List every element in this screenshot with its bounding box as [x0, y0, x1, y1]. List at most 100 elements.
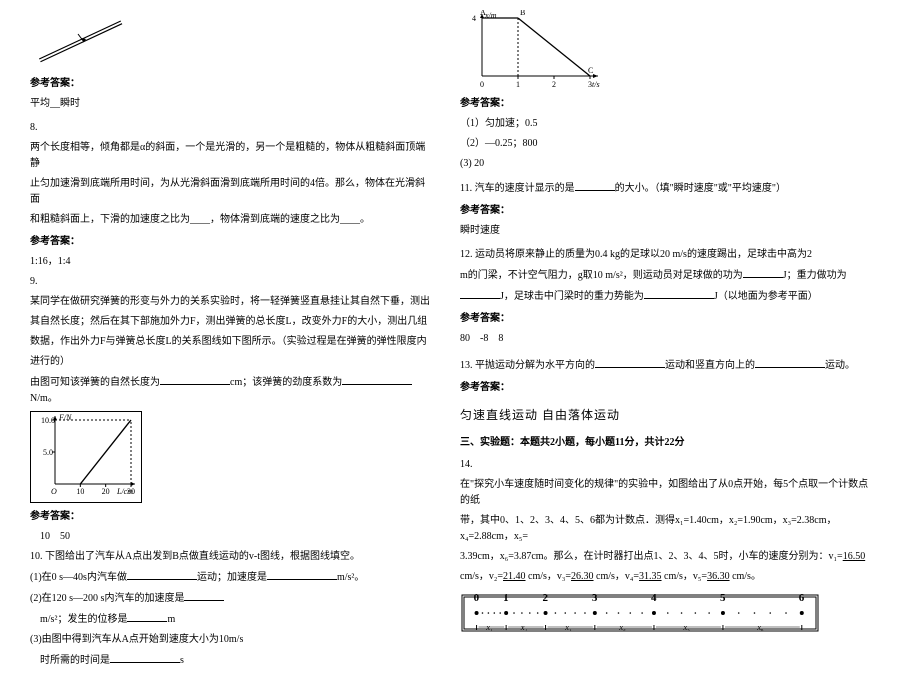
- text: cm/s。: [730, 571, 761, 582]
- q8-answer: 1:16，1:4: [30, 254, 430, 270]
- q10-line: m/s²；发生的位移是 m: [30, 611, 430, 628]
- svg-text:1: 1: [503, 593, 509, 604]
- svg-text:x₅: x₅: [682, 623, 690, 632]
- text: 的大小。（填"瞬时速度"或"平均速度"）: [615, 183, 786, 194]
- text: 时所需的时间是: [40, 655, 110, 666]
- svg-text:L/cm: L/cm: [116, 487, 133, 496]
- blank: [743, 267, 783, 278]
- text: 13. 平抛运动分解为水平方向的: [460, 360, 595, 371]
- svg-text:20: 20: [102, 487, 110, 496]
- svg-text:F/N: F/N: [58, 413, 72, 422]
- q10-answer: (3) 20: [460, 156, 870, 172]
- svg-text:0: 0: [474, 593, 480, 604]
- q12-body: J，足球击中门梁时的重力势能为J（以地面为参考平面）: [460, 288, 870, 305]
- text: m: [167, 614, 175, 625]
- svg-text:4: 4: [472, 14, 476, 23]
- text: cm/s，v₃=: [526, 571, 572, 582]
- text: m/s²。: [337, 572, 364, 583]
- svg-text:O: O: [51, 487, 57, 496]
- underlined-value: 21.40: [503, 571, 526, 582]
- blank: [460, 288, 500, 299]
- answer-label: 参考答案：: [460, 96, 870, 112]
- svg-text:x/m: x/m: [484, 11, 497, 20]
- blank: [595, 357, 665, 368]
- q8-body-line: 两个长度相等，倾角都是α的斜面，一个是光滑的，另一个是粗糙的，物体从粗糙斜面顶端…: [30, 140, 430, 172]
- blank: [127, 569, 197, 580]
- q11-answer: 瞬时速度: [460, 223, 870, 239]
- answer-label: 参考答案：: [30, 234, 430, 250]
- text: cm/s，v₂=: [460, 571, 503, 582]
- answer-label: 参考答案：: [460, 203, 870, 219]
- q10-line: (1)在0 s—40s内汽车做 运动；加速度是 m/s²。: [30, 569, 430, 586]
- text: 运动；加速度是: [197, 572, 267, 583]
- inclined-rod-diagram: [30, 10, 430, 70]
- text: N/m。: [30, 393, 58, 404]
- xt-chart: 123 0 4 A B C t/s x/m: [460, 10, 870, 90]
- text: m/s²；发生的位移是: [40, 614, 127, 625]
- text: 3.39cm，x₆=3.87cm。那么，在计时器打出点1、2、3、4、5时，小车…: [460, 551, 843, 562]
- q14-num: 14.: [460, 457, 870, 473]
- blank: [110, 652, 180, 663]
- q9-body-line: 数据，作出外力F与弹簧总长度L的关系图线如下图所示。（实验过程是在弹簧的弹性限度…: [30, 334, 430, 350]
- q10-num: 10. 下图给出了汽车从A点出发到B点做直线运动的v-t图线，根据图线填空。: [30, 549, 430, 565]
- text: s: [180, 655, 184, 666]
- spring-fL-chart: 5.0 10.0 O 10 20 30 L/cm F/N: [30, 411, 430, 503]
- q11-body: 11. 汽车的速度计显示的是 的大小。（填"瞬时速度"或"平均速度"）: [460, 180, 870, 197]
- answer-label: 参考答案：: [30, 76, 430, 92]
- q8-num: 8.: [30, 120, 430, 136]
- text: cm/s，v₅=: [662, 571, 708, 582]
- blank: [160, 374, 230, 385]
- text: cm/s，v₄=: [594, 571, 640, 582]
- underlined-value: 16.50: [843, 551, 866, 562]
- svg-text:3: 3: [592, 593, 598, 604]
- text: 运动。: [825, 360, 855, 371]
- q9-body-line: 其自然长度；然后在其下部施加外力F，测出弹簧的总长度L，改变外力F的大小，测出几…: [30, 314, 430, 330]
- q10-answer: （1）匀加速；0.5: [460, 116, 870, 132]
- q8-body-line: 和粗糙斜面上，下滑的加速度之比为____，物体滑到底端的速度之比为____。: [30, 212, 430, 228]
- answer-label: 参考答案：: [460, 311, 870, 327]
- q7-answer: 平均__瞬时: [30, 96, 430, 112]
- svg-text:B: B: [520, 10, 525, 17]
- text: cm；该弹簧的劲度系数为: [230, 377, 342, 388]
- text: J（以地面为参考平面）: [714, 291, 818, 302]
- svg-text:6: 6: [799, 593, 805, 604]
- q9-body-blank: 由图可知该弹簧的自然长度为cm；该弹簧的劲度系数为N/m。: [30, 374, 430, 407]
- paper-tape-diagram: 0123456 x₁x₂x₃x₄x₅x₆: [460, 593, 870, 639]
- q8-body-line: 止匀加速滑到底端所用时间，为从光滑斜面滑到底端所用时间的4倍。那么，物体在光滑斜…: [30, 176, 430, 208]
- svg-text:x₄: x₄: [618, 623, 626, 632]
- text: J；重力做功为: [783, 270, 847, 281]
- q12-body: m的门梁，不计空气阻力，g取10 m/s²，则运动员对足球做的功为J；重力做功为: [460, 267, 870, 284]
- q10-line: (2)在120 s—200 s内汽车的加速度是: [30, 590, 430, 607]
- q13-body: 13. 平抛运动分解为水平方向的 运动和竖直方向上的 运动。: [460, 357, 870, 374]
- underlined-value: 36.30: [707, 571, 730, 582]
- text: (2)在120 s—200 s内汽车的加速度是: [30, 593, 184, 604]
- answer-label: 参考答案：: [460, 380, 870, 396]
- q9-body-line: 进行的）: [30, 354, 430, 370]
- blank: [644, 288, 714, 299]
- q9-answer: 10 50: [30, 529, 430, 545]
- section-3-title: 三、实验题：本题共2小题，每小题11分，共计22分: [460, 435, 870, 451]
- blank: [267, 569, 337, 580]
- text: (1)在0 s—40s内汽车做: [30, 572, 127, 583]
- underlined-value: 26.30: [571, 571, 594, 582]
- q10-line: (3)由图中得到汽车从A点开始到速度大小为10m/s: [30, 632, 430, 648]
- q14-body: cm/s，v₂=21.40 cm/s，v₃=26.30 cm/s，v₄=31.3…: [460, 569, 870, 585]
- q10-answer: （2）—0.25；800: [460, 136, 870, 152]
- svg-text:0: 0: [480, 80, 484, 89]
- text: 运动和竖直方向上的: [665, 360, 755, 371]
- underlined-value: 31.35: [639, 571, 662, 582]
- q10-line: 时所需的时间是 s: [30, 652, 430, 669]
- svg-text:x₂: x₂: [520, 623, 528, 632]
- text: 11. 汽车的速度计显示的是: [460, 183, 575, 194]
- svg-text:x₃: x₃: [564, 623, 572, 632]
- svg-text:10: 10: [76, 487, 84, 496]
- svg-text:x₆: x₆: [756, 623, 764, 632]
- svg-text:4: 4: [651, 593, 657, 604]
- svg-text:10.0: 10.0: [41, 416, 55, 425]
- blank: [342, 374, 412, 385]
- blank: [755, 357, 825, 368]
- answer-label: 参考答案：: [30, 509, 430, 525]
- q14-body: 在"探究小车速度随时间变化的规律"的实验中，如图给出了从0点开始，每5个点取一个…: [460, 477, 870, 509]
- q9-num: 9.: [30, 274, 430, 290]
- q9-body-line: 某同学在做研究弹簧的形变与外力的关系实验时，将一轻弹簧竖直悬挂让其自然下垂，测出: [30, 294, 430, 310]
